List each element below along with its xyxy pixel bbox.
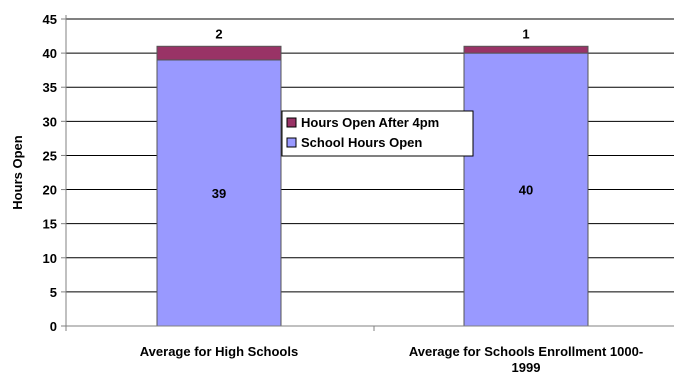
axes: 0 5 10 15 20 25 30 35 40 45 Hours Open Average for … bbox=[10, 12, 674, 375]
x-tick-label: Average for High Schools bbox=[140, 344, 298, 359]
bar-hours-open-after-4pm bbox=[156, 45, 282, 61]
legend-label: School Hours Open bbox=[301, 135, 422, 150]
x-tick-label: 1999 bbox=[512, 360, 541, 375]
y-tick-label: 10 bbox=[43, 251, 57, 266]
y-tick-label: 45 bbox=[43, 12, 57, 27]
data-label-school-hours-open: 40 bbox=[519, 183, 533, 198]
data-label-school-hours-open: 39 bbox=[212, 186, 226, 201]
legend-label: Hours Open After 4pm bbox=[301, 115, 439, 130]
legend: Hours Open After 4pm School Hours Open bbox=[281, 110, 474, 157]
legend-swatch bbox=[286, 137, 297, 148]
legend-swatch bbox=[286, 117, 297, 128]
bar-hours-open-after-4pm bbox=[463, 45, 589, 54]
data-labels: 39 2 40 1 bbox=[212, 26, 533, 201]
y-tick-label: 15 bbox=[43, 217, 57, 232]
y-tick-label: 5 bbox=[50, 285, 57, 300]
x-tick-label: Average for Schools Enrollment 1000- bbox=[409, 344, 643, 359]
y-tick-label: 35 bbox=[43, 80, 57, 95]
bar-school-hours-open bbox=[463, 52, 589, 327]
y-tick-label: 40 bbox=[43, 46, 57, 61]
bar-school-hours-open bbox=[156, 59, 282, 327]
y-tick-label: 30 bbox=[43, 114, 57, 129]
data-label-hours-open-after-4pm: 1 bbox=[522, 26, 529, 41]
y-tick-label: 20 bbox=[43, 183, 57, 198]
data-label-hours-open-after-4pm: 2 bbox=[215, 26, 222, 41]
y-axis-label: Hours Open bbox=[10, 135, 25, 209]
y-tick-label: 25 bbox=[43, 148, 57, 163]
y-tick-label: 0 bbox=[50, 319, 57, 334]
legend-box bbox=[281, 110, 474, 157]
bars bbox=[156, 45, 589, 327]
